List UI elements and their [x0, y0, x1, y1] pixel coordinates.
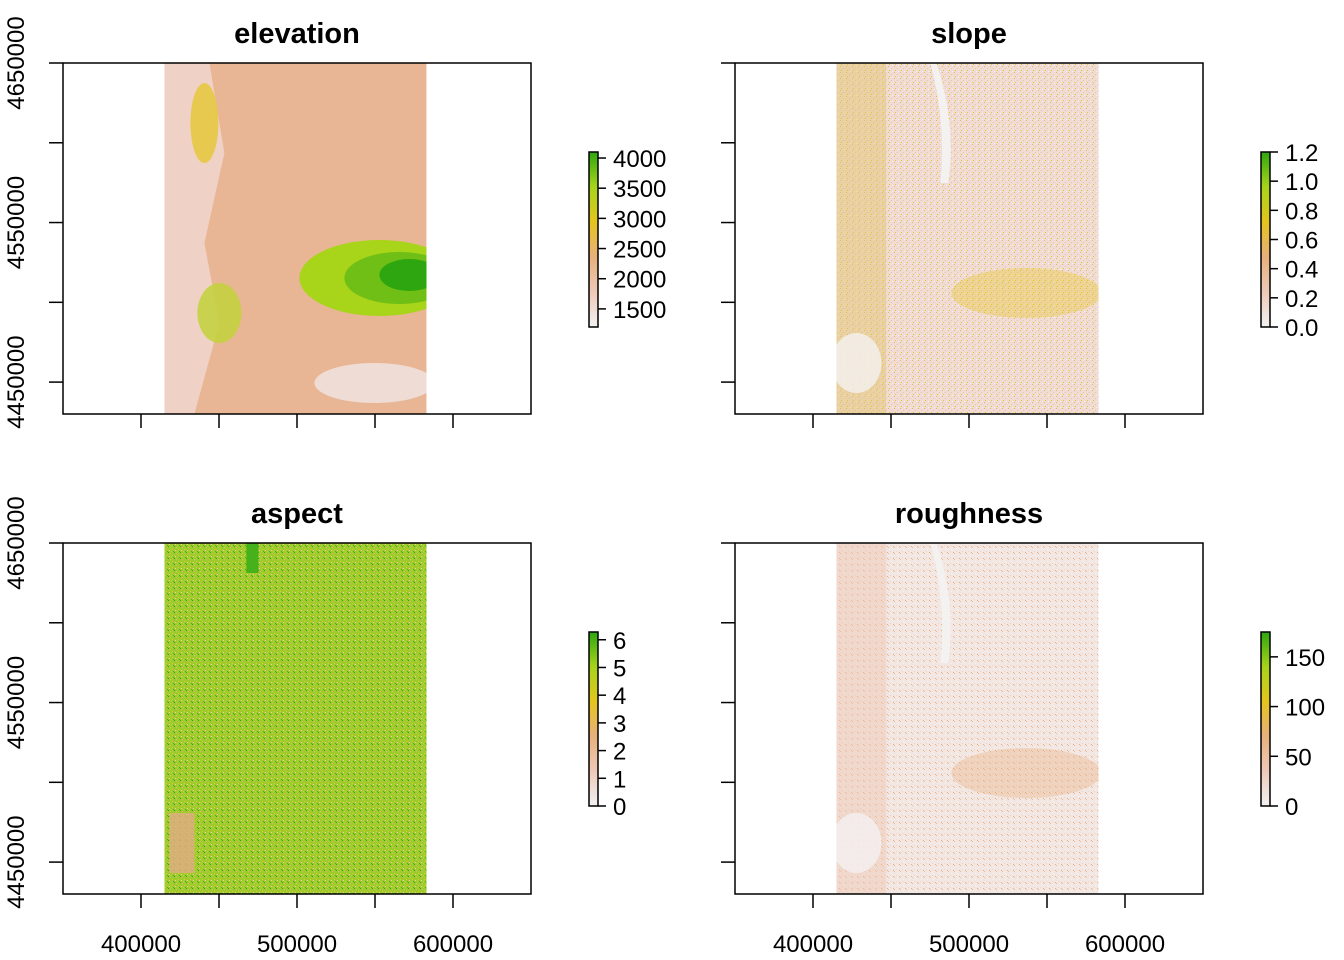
raster-patch	[246, 543, 259, 573]
panel-roughness: roughness 400000 500000 600000 150 100 50 0	[721, 498, 1325, 958]
x-tick-label: 500000	[929, 931, 1009, 958]
x-tick-label: 600000	[413, 931, 493, 958]
legend-label: 0.6	[1285, 228, 1318, 255]
legend-colorbar	[588, 631, 599, 807]
x-tick-label: 600000	[1085, 931, 1165, 958]
legend-label: 1.0	[1285, 169, 1318, 196]
legend-colorbar	[1260, 631, 1271, 807]
panel-elevation: elevation 4450000 4550000 4650000 4000 3500 30…	[3, 16, 666, 429]
raster-flat	[836, 333, 882, 393]
legend-label: 100	[1285, 695, 1325, 722]
raster-flat	[836, 813, 882, 873]
raster-flat	[169, 813, 195, 873]
panel-title: aspect	[251, 498, 343, 530]
raster-channel	[930, 63, 951, 183]
panel-slope: slope 1.21.00.8 0.60.40.20.0	[721, 18, 1318, 428]
legend-label: 3500	[613, 176, 666, 203]
panel-title: slope	[931, 18, 1007, 50]
legend-label: 150	[1285, 645, 1325, 672]
raster-elevation	[164, 63, 427, 414]
y-tick-label: 4450000	[3, 815, 30, 908]
raster-basin	[314, 363, 427, 403]
raster-rugged-zone	[951, 748, 1099, 798]
raster-peak	[379, 259, 427, 291]
raster-aspect	[164, 543, 427, 894]
legend-label: 0.4	[1285, 257, 1318, 284]
legend-label: 6	[613, 628, 626, 655]
legend-label: 0	[613, 794, 626, 821]
y-tick-label: 4550000	[3, 656, 30, 749]
legend-label: 4	[613, 683, 626, 710]
legend-label: 0	[1285, 794, 1298, 821]
legend-label: 0.2	[1285, 286, 1318, 313]
legend-label: 2	[613, 739, 626, 766]
legend-slope: 1.21.00.8 0.60.40.20.0	[1260, 140, 1318, 342]
legend-label: 3000	[613, 206, 666, 233]
legend-roughness: 150 100 50 0	[1260, 631, 1325, 821]
y-tick-label: 4650000	[3, 16, 30, 109]
legend-label: 5	[613, 655, 626, 682]
y-tick-label: 4650000	[3, 496, 30, 589]
x-tick-label: 400000	[101, 931, 181, 958]
legend-label: 0.8	[1285, 198, 1318, 225]
legend-label: 3	[613, 711, 626, 738]
raster-foothill	[197, 283, 242, 343]
panel-title: roughness	[895, 498, 1043, 530]
y-tick-label: 4550000	[3, 176, 30, 269]
legend-colorbar	[1260, 151, 1271, 328]
legend-label: 0.0	[1285, 315, 1318, 342]
raster-roughness	[836, 543, 1099, 894]
legend-colorbar	[588, 151, 599, 328]
legend-label: 1	[613, 766, 626, 793]
raster-rugged-zone	[951, 268, 1099, 318]
raster-ridge	[190, 83, 219, 163]
legend-label: 2500	[613, 237, 666, 264]
legend-label: 1.2	[1285, 140, 1318, 167]
x-tick-label: 500000	[257, 931, 337, 958]
legend-elevation: 4000 3500 3000 2500 2000 1500	[588, 146, 666, 328]
raster-slope	[836, 63, 1099, 414]
legend-label: 2000	[613, 267, 666, 294]
y-tick-label: 4450000	[3, 335, 30, 428]
legend-label: 4000	[613, 146, 666, 173]
raster-texture	[164, 543, 427, 894]
legend-label: 1500	[613, 297, 666, 324]
panel-title: elevation	[234, 18, 360, 50]
legend-label: 50	[1285, 744, 1312, 771]
raster-channel	[930, 543, 951, 663]
x-tick-label: 400000	[773, 931, 853, 958]
